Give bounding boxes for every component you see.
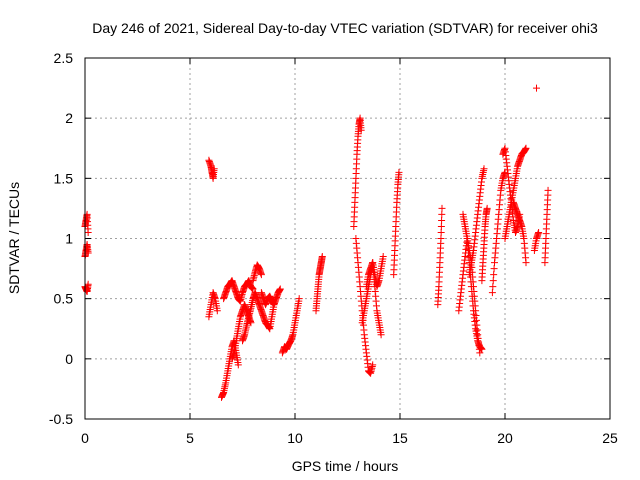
data-point [377,331,385,339]
data-point [483,204,491,212]
data-point [84,228,92,236]
chart-title: Day 246 of 2021, Sidereal Day-to-day VTE… [92,20,598,36]
data-point [490,265,498,273]
data-point [489,283,497,291]
y-tick-label: -0.5 [49,411,73,427]
data-point [490,271,498,279]
data-point [234,361,242,369]
data-point [437,235,445,242]
data-point [544,186,552,194]
y-axis-title: SDTVAR / TECUs [6,182,22,294]
x-tick-labels: 0 5 10 15 20 25 [81,430,618,446]
data-point [437,222,445,230]
data-point [318,253,326,261]
x-tick-label: 25 [602,430,618,446]
data-point [379,253,387,261]
data-point [295,295,303,303]
data-point [213,307,221,315]
y-tick-label: 0.5 [54,291,74,307]
data-point [357,126,365,134]
data-point [437,228,445,236]
x-tick-label: 10 [287,430,303,446]
data-point [369,361,377,369]
data-point [438,210,446,218]
y-tick-label: 1.5 [54,170,74,186]
data-point [276,285,284,293]
axis-ticks [84,57,611,420]
data-point [533,84,540,92]
data-point [480,165,488,173]
data-points [81,84,552,401]
x-tick-label: 0 [81,430,89,446]
y-tick-label: 1 [65,231,73,247]
y-tick-labels: -0.5 0 0.5 1 1.5 2 2.5 [49,50,73,427]
data-point [257,271,265,279]
data-point [210,165,218,173]
data-point [478,345,486,353]
data-point [535,228,543,236]
data-point [249,285,257,293]
data-point [488,289,496,297]
data-point [84,280,92,288]
data-point [522,259,530,267]
x-axis-title: GPS time / hours [292,458,399,474]
y-tick-label: 2.5 [54,50,74,66]
x-tick-label: 5 [186,430,194,446]
x-tick-label: 15 [392,430,408,446]
grid [85,58,610,419]
data-point [438,204,446,212]
data-point [395,168,403,176]
y-tick-label: 2 [65,110,73,126]
data-point [522,144,530,152]
x-tick-label: 20 [497,430,513,446]
y-tick-label: 0 [65,351,73,367]
data-point [438,216,446,224]
data-point [84,249,92,257]
data-point [489,277,497,285]
